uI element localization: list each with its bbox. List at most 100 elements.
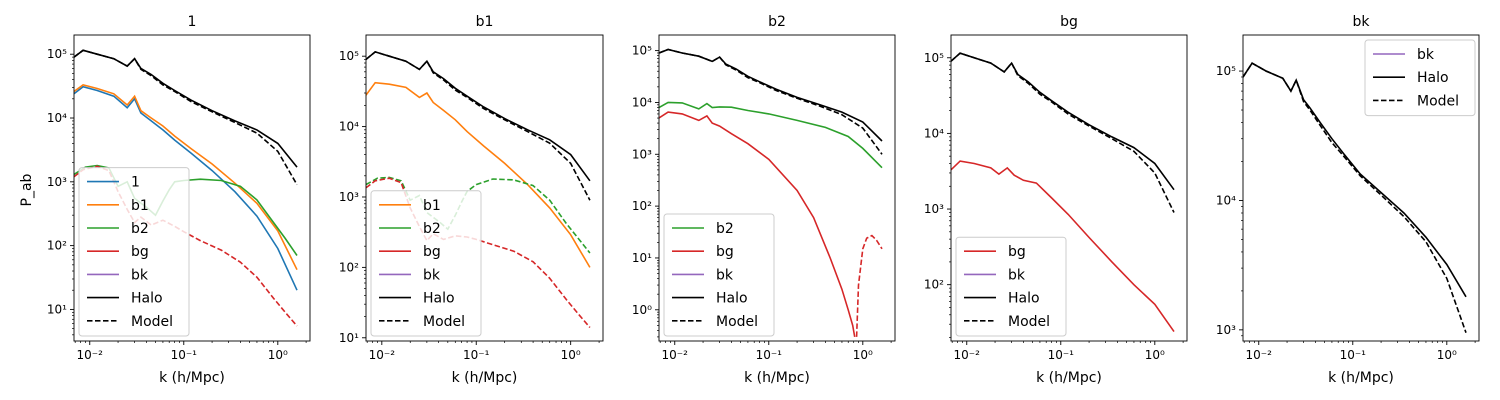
y-tick-label: 10⁰ <box>632 303 652 317</box>
series-line <box>366 51 591 182</box>
y-tick-label: 10² <box>339 260 359 274</box>
y-tick-label: 10² <box>47 239 67 253</box>
y-tick-label: 10¹ <box>339 331 359 345</box>
axes-frame <box>950 34 1188 342</box>
y-tick-label: 10⁵ <box>1216 64 1236 78</box>
panel-4: bg 10⁻² 10⁻¹ 10⁰ 10² 10³ 10⁴ 10⁵ k (h/Mpc) bg bk… <box>924 14 1188 386</box>
legend-box <box>78 167 190 337</box>
panel-1: 1 10⁻² 10⁻¹ 10⁰ 10¹ 10² 10³ 10⁴ 10⁵ k (h/Mpc) 1 b1… <box>47 14 311 386</box>
y-tick-label: 10¹ <box>47 302 67 316</box>
axes-frame <box>658 34 896 342</box>
legend-label: Halo <box>716 291 748 307</box>
legend-label: Halo <box>1417 70 1449 86</box>
y-tick-label: 10⁵ <box>924 51 944 65</box>
x-tick-label: 10⁰ <box>561 348 581 362</box>
legend-box <box>1364 39 1476 117</box>
axes-frame <box>1242 34 1480 342</box>
x-tick-label: 10⁻¹ <box>1048 348 1075 362</box>
y-tick-label: 10³ <box>1216 323 1236 337</box>
series-line <box>659 48 883 155</box>
legend-label: bk <box>131 267 149 283</box>
legend-label: b2 <box>716 221 734 237</box>
legend-label: b2 <box>423 221 441 237</box>
panel-title: bk <box>1353 14 1371 30</box>
y-tick-label: 10¹ <box>632 251 652 265</box>
legend-box <box>663 213 775 337</box>
y-tick-label: 10³ <box>339 190 359 204</box>
x-tick-label: 10⁻¹ <box>756 348 783 362</box>
y-tick-label: 10³ <box>632 147 652 161</box>
y-tick-label: 10⁴ <box>339 120 359 134</box>
axes-frame <box>365 34 604 342</box>
x-tick-label: 10⁻² <box>77 348 104 362</box>
legend-label: bk <box>423 267 441 283</box>
legend-label: bg <box>423 244 441 260</box>
legend-label: b1 <box>131 198 149 214</box>
y-tick-label: 10⁵ <box>632 44 652 58</box>
series-line <box>74 85 298 291</box>
series-line <box>366 177 591 329</box>
legend: bk Halo Model <box>1364 39 1476 117</box>
series-line <box>659 111 856 338</box>
x-axis-label: k (h/Mpc) <box>744 370 810 386</box>
x-tick-label: 10⁻² <box>1246 348 1273 362</box>
x-tick-label: 10⁻¹ <box>463 348 490 362</box>
legend-label: Model <box>423 314 465 330</box>
legend-label: b1 <box>423 198 441 214</box>
y-tick-label: 10⁴ <box>47 111 67 125</box>
legend-label: Model <box>131 314 173 330</box>
legend-label: Model <box>1417 93 1459 109</box>
legend-label: Halo <box>423 291 455 307</box>
legend: 1 b1 b2 bg bk Halo Model <box>78 167 190 337</box>
panel-2: b1 10⁻² 10⁻¹ 10⁰ 10¹ 10² 10³ 10⁴ 10⁵ k (h/Mpc) b1… <box>339 14 604 386</box>
x-tick-label: 10⁰ <box>1145 348 1165 362</box>
legend: b2 bg bk Halo Model <box>663 213 775 337</box>
panel-title: b1 <box>476 14 494 30</box>
series-line <box>951 52 1175 191</box>
y-tick-label: 10⁴ <box>1216 193 1236 207</box>
panel-title: bg <box>1060 14 1078 30</box>
x-axis-label: k (h/Mpc) <box>1036 370 1102 386</box>
x-tick-label: 10⁻² <box>954 348 981 362</box>
legend: b1 b2 bg bk Halo Model <box>370 190 482 337</box>
legend-label: bk <box>1008 267 1026 283</box>
y-tick-label: 10⁵ <box>339 49 359 63</box>
legend-label: bg <box>131 244 149 260</box>
series-line <box>951 52 1175 213</box>
panel-title: 1 <box>188 14 197 30</box>
series-line <box>1243 62 1467 333</box>
series-line <box>951 160 1175 333</box>
legend-label: bk <box>716 267 734 283</box>
panel-5: bk 10⁻² 10⁻¹ 10⁰ 10³ 10⁴ 10⁵ k (h/Mpc) bk Halo Mo… <box>1216 14 1480 386</box>
x-axis-label: k (h/Mpc) <box>1328 370 1394 386</box>
y-tick-label: 10² <box>924 278 944 292</box>
x-tick-label: 10⁻² <box>369 348 396 362</box>
series-line <box>366 81 591 268</box>
y-tick-label: 10⁴ <box>632 95 652 109</box>
y-axis-label: P_ab <box>19 173 35 206</box>
series-line <box>855 234 883 337</box>
series-line <box>74 84 298 271</box>
legend-label: Halo <box>131 291 163 307</box>
legend-label: bg <box>716 244 734 260</box>
legend-label: bg <box>1008 244 1026 260</box>
legend-label: b2 <box>131 221 149 237</box>
x-tick-label: 10⁰ <box>268 348 288 362</box>
y-tick-label: 10³ <box>924 202 944 216</box>
legend-label: 1 <box>131 175 140 191</box>
series-line <box>366 51 591 201</box>
x-tick-label: 10⁻² <box>662 348 689 362</box>
y-tick-label: 10⁴ <box>924 126 944 140</box>
legend-label: Halo <box>1008 291 1040 307</box>
y-tick-label: 10³ <box>47 175 67 189</box>
legend-label: bk <box>1417 47 1435 63</box>
legend-box <box>955 236 1067 337</box>
x-tick-label: 10⁰ <box>1437 348 1457 362</box>
series-line <box>659 101 883 169</box>
series-line <box>74 49 298 186</box>
legend-label: Model <box>1008 314 1050 330</box>
x-axis-label: k (h/Mpc) <box>159 370 225 386</box>
legend: bg bk Halo Model <box>955 236 1067 337</box>
x-tick-label: 10⁻¹ <box>1340 348 1367 362</box>
y-tick-label: 10⁵ <box>47 47 67 61</box>
